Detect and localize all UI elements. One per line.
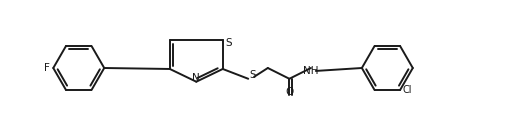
- Text: Cl: Cl: [403, 85, 412, 95]
- Text: S: S: [249, 70, 256, 80]
- Text: O: O: [285, 87, 294, 97]
- Text: NH: NH: [303, 66, 319, 76]
- Text: N: N: [192, 73, 200, 83]
- Text: F: F: [45, 63, 50, 73]
- Text: S: S: [226, 38, 232, 48]
